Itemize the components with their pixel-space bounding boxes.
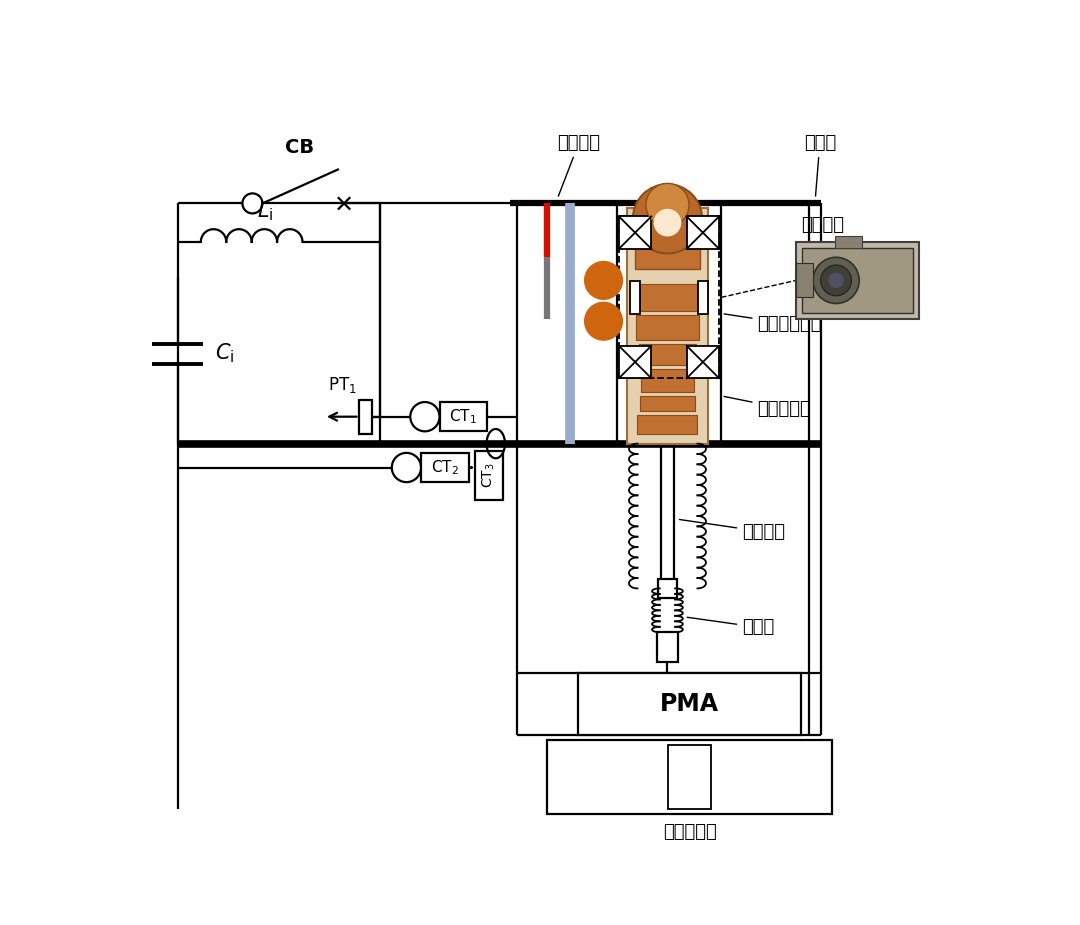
Text: $\rm CT_1$: $\rm CT_1$ (449, 407, 477, 426)
Bar (658, 579, 677, 598)
Text: $L_{\rm i}$: $L_{\rm i}$ (257, 199, 273, 223)
Circle shape (392, 453, 421, 482)
Bar (548, 740, 833, 814)
Circle shape (585, 302, 622, 339)
Text: CB: CB (285, 138, 314, 157)
Text: 并联电阰: 并联电阰 (557, 134, 600, 196)
Bar (360, 400, 372, 434)
Text: $\rm CT_2$: $\rm CT_2$ (431, 458, 459, 477)
Bar (835, 236, 862, 248)
Bar (669, 745, 712, 809)
Bar (475, 450, 502, 500)
Circle shape (410, 402, 440, 431)
Bar (634, 284, 701, 311)
Circle shape (646, 183, 689, 227)
Text: $\rm CT_3$: $\rm CT_3$ (481, 462, 497, 488)
Circle shape (633, 184, 702, 253)
Bar (635, 227, 700, 269)
Bar (639, 396, 696, 412)
Bar (657, 633, 678, 661)
Bar (440, 402, 487, 431)
Bar (637, 415, 698, 435)
Bar (638, 343, 697, 365)
Text: 出线端: 出线端 (804, 134, 836, 196)
Text: 绣缘拉杆: 绣缘拉杆 (679, 520, 785, 541)
Bar (619, 346, 651, 378)
Text: $\rm PT_1$: $\rm PT_1$ (328, 376, 356, 395)
Bar (687, 346, 719, 378)
Bar (421, 453, 469, 482)
Bar (636, 315, 699, 339)
Text: 位移传感器: 位移传感器 (663, 823, 717, 841)
Text: $C_{\rm i}$: $C_{\rm i}$ (215, 341, 234, 365)
Circle shape (585, 262, 622, 299)
Bar (796, 242, 919, 319)
Circle shape (653, 209, 681, 237)
Bar (578, 673, 801, 734)
Text: 赫姆霍兹线圈: 赫姆霍兹线圈 (724, 314, 822, 333)
Bar (619, 216, 651, 249)
Circle shape (821, 265, 851, 296)
Bar (627, 208, 707, 444)
Bar (619, 216, 719, 378)
Circle shape (242, 193, 262, 214)
Bar (687, 216, 719, 249)
Text: 高速相机: 高速相机 (801, 216, 845, 234)
Bar (796, 264, 813, 297)
Text: 超程簧: 超程簧 (687, 617, 774, 636)
Circle shape (828, 273, 843, 288)
Circle shape (813, 257, 860, 303)
Text: PMA: PMA (660, 692, 719, 716)
Bar (698, 281, 707, 314)
Bar (802, 248, 913, 313)
Text: 真空灭弧室: 真空灭弧室 (724, 397, 811, 417)
Bar (630, 281, 640, 314)
Bar (642, 369, 693, 392)
